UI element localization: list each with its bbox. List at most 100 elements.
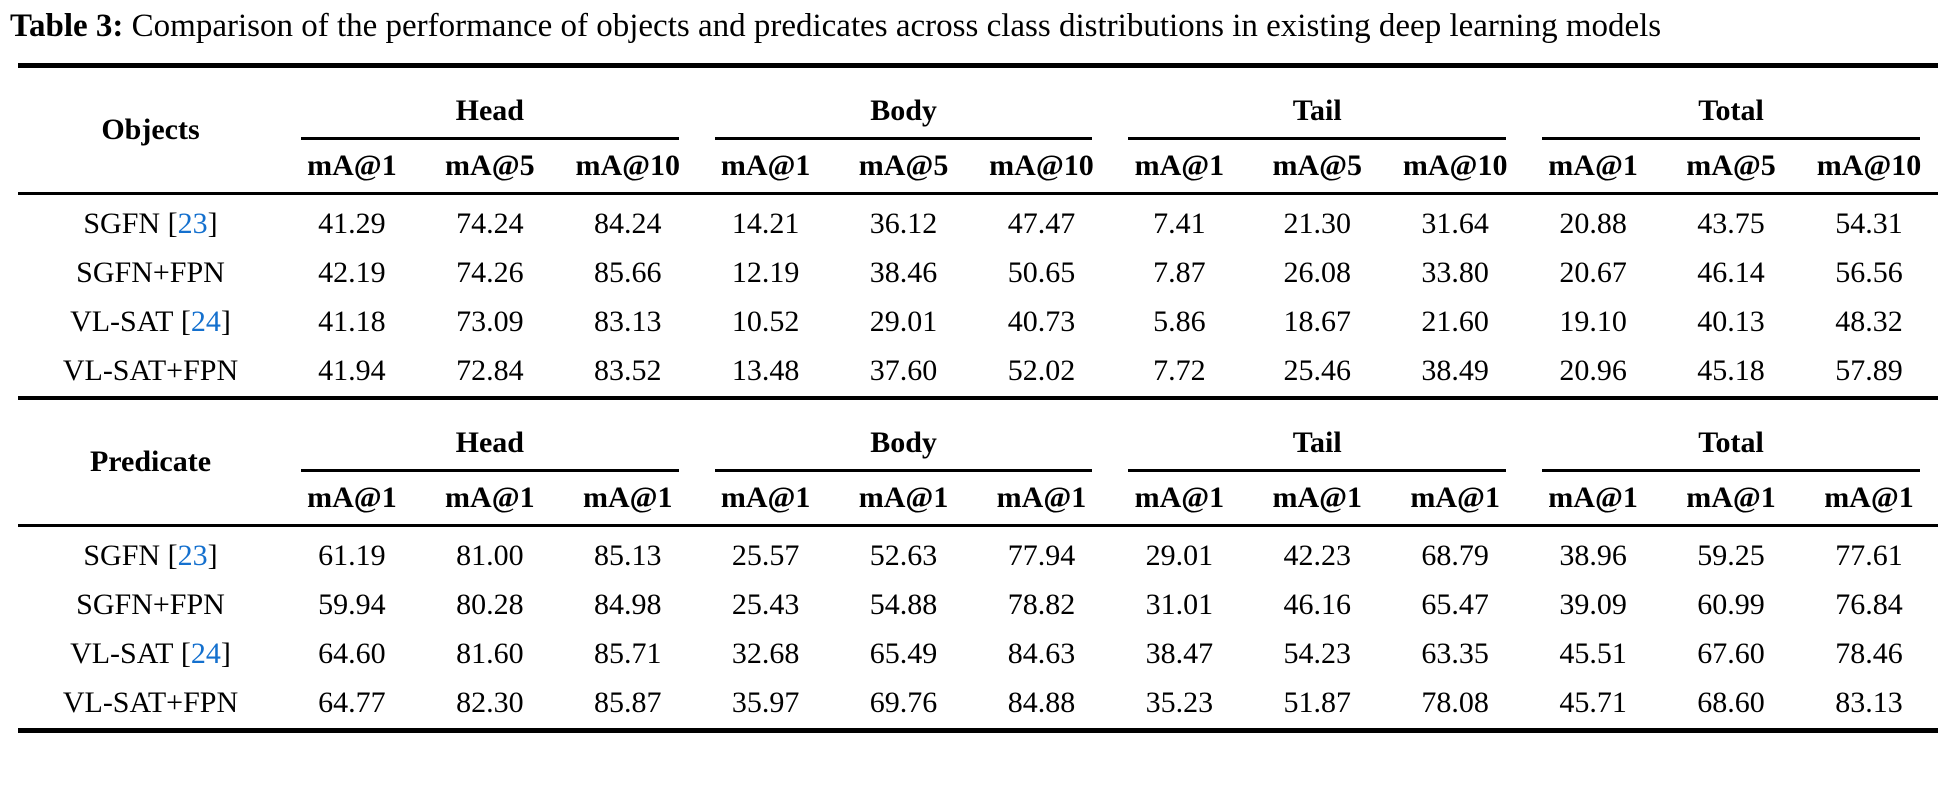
group-rule: Head (300, 418, 679, 472)
value-cell: 63.35 (1421, 637, 1489, 671)
value-cell: 54.88 (869, 588, 938, 622)
group-label: Total (1698, 93, 1764, 127)
group-rule: Body (714, 418, 1093, 472)
value-cell: 85.66 (593, 256, 662, 290)
group-label: Tail (1292, 425, 1342, 459)
value-cell: 20.88 (1559, 207, 1627, 241)
table-row: VL-SAT [24] 64.60 81.60 85.71 32.68 65.49 84.6… (18, 630, 1938, 679)
value-cell: 64.77 (318, 686, 386, 720)
group-rule: Total (1542, 418, 1920, 472)
value-cell: 41.29 (318, 207, 386, 241)
group-label: Body (870, 93, 937, 127)
metric-header: mA@1 (696, 139, 835, 195)
group-rule: Body (714, 86, 1093, 140)
caption-label: Table 3: (10, 8, 124, 44)
model-name-cell: VL-SAT+FPN (18, 679, 283, 731)
value-cell: 81.00 (456, 539, 524, 573)
model-name-cell: SGFN [23] (18, 193, 283, 249)
value-cell: 47.47 (1007, 207, 1076, 241)
value-cell: 43.75 (1697, 207, 1765, 241)
table-row: VL-SAT+FPN 64.77 82.30 85.87 35.97 69.76 84.88… (18, 679, 1938, 731)
model-name-cell: VL-SAT [24] (18, 298, 283, 347)
value-cell: 46.16 (1283, 588, 1352, 622)
metric-header: mA@10 (972, 139, 1111, 195)
value-cell: 84.63 (1007, 637, 1076, 671)
metric-header: mA@5 (1662, 139, 1800, 195)
value-cell: 29.01 (1145, 539, 1214, 573)
cite-close-bracket: ] (220, 305, 231, 339)
value-cell: 21.60 (1421, 305, 1489, 339)
model-name-cell: SGFN [23] (18, 525, 283, 581)
cite-close-bracket: ] (207, 207, 218, 241)
citation-link[interactable]: 24 (190, 637, 221, 671)
group-label: Head (455, 93, 524, 127)
metric-header: mA@1 (1386, 471, 1525, 527)
metric-header: mA@1 (420, 471, 559, 527)
citation-link[interactable]: 23 (177, 539, 208, 573)
value-cell: 14.21 (731, 207, 800, 241)
metric-header: mA@1 (1524, 139, 1663, 195)
value-cell: 31.64 (1421, 207, 1489, 241)
metric-header: mA@1 (1524, 471, 1663, 527)
cite-close-bracket: ] (207, 539, 218, 573)
value-cell: 7.87 (1153, 256, 1206, 290)
value-cell: 82.30 (456, 686, 524, 720)
value-cell: 50.65 (1007, 256, 1076, 290)
model-name-cell: SGFN+FPN (18, 581, 283, 630)
group-rule: Total (1542, 86, 1920, 140)
model-name: VL-SAT (70, 305, 174, 339)
citation-link[interactable]: 23 (177, 207, 208, 241)
value-cell: 52.63 (869, 539, 938, 573)
value-cell: 67.60 (1697, 637, 1765, 671)
model-name: VL-SAT (70, 637, 174, 671)
value-cell: 74.24 (456, 207, 524, 241)
table-row: SGFN+FPN 42.19 74.26 85.66 12.19 38.46 50.65 7.… (18, 249, 1938, 298)
value-cell: 45.18 (1697, 354, 1765, 388)
comparison-tables: Objects Head Body Tail Total mA@1 mA@5 mA@10 mA@… (18, 62, 1938, 733)
value-cell: 35.23 (1145, 686, 1214, 720)
value-cell: 18.67 (1283, 305, 1352, 339)
value-cell: 25.43 (731, 588, 800, 622)
cite-open-bracket: [ (180, 305, 191, 339)
model-name-cell: SGFN+FPN (18, 249, 283, 298)
metric-header: mA@5 (420, 139, 559, 195)
citation-link[interactable]: 24 (190, 305, 221, 339)
value-cell: 33.80 (1421, 256, 1489, 290)
value-cell: 21.30 (1283, 207, 1352, 241)
header-spanner-row: Predicate Head Body Tail Total (18, 399, 1938, 527)
value-cell: 5.86 (1153, 305, 1206, 339)
header-spanner-row: Objects Head Body Tail Total (18, 65, 1938, 195)
metric-header: mA@1 (696, 471, 835, 527)
group-label: Total (1698, 425, 1764, 459)
value-cell: 20.96 (1559, 354, 1627, 388)
metric-header: mA@1 (282, 139, 421, 195)
value-cell: 68.79 (1421, 539, 1489, 573)
group-label: Head (455, 425, 524, 459)
value-cell: 46.14 (1697, 256, 1765, 290)
table-row: VL-SAT [24] 41.18 73.09 83.13 10.52 29.01 40.7… (18, 298, 1938, 347)
value-cell: 25.46 (1283, 354, 1352, 388)
value-cell: 68.60 (1697, 686, 1765, 720)
value-cell: 48.32 (1835, 305, 1903, 339)
value-cell: 45.51 (1559, 637, 1627, 671)
paper-page: Table 3: Comparison of the performance o… (10, 8, 1938, 733)
value-cell: 77.94 (1007, 539, 1076, 573)
value-cell: 26.08 (1283, 256, 1352, 290)
value-cell: 84.24 (593, 207, 662, 241)
group-header-cell: Head (283, 400, 697, 472)
value-cell: 85.71 (593, 637, 662, 671)
value-cell: 20.67 (1559, 256, 1627, 290)
value-cell: 31.01 (1145, 588, 1214, 622)
model-name-cell: VL-SAT [24] (18, 630, 283, 679)
value-cell: 77.61 (1835, 539, 1903, 573)
metric-header: mA@1 (1110, 139, 1249, 195)
value-cell: 40.13 (1697, 305, 1765, 339)
value-cell: 51.87 (1283, 686, 1352, 720)
metric-header-row: mA@1 mA@1 mA@1 mA@1 mA@1 mA@1 mA@1 mA@1 mA@1 mA@1… (18, 471, 1938, 527)
value-cell: 78.08 (1421, 686, 1489, 720)
value-cell: 41.18 (318, 305, 386, 339)
value-cell: 37.60 (869, 354, 938, 388)
value-cell: 42.23 (1283, 539, 1352, 573)
group-label: Body (870, 425, 937, 459)
value-cell: 78.46 (1835, 637, 1903, 671)
